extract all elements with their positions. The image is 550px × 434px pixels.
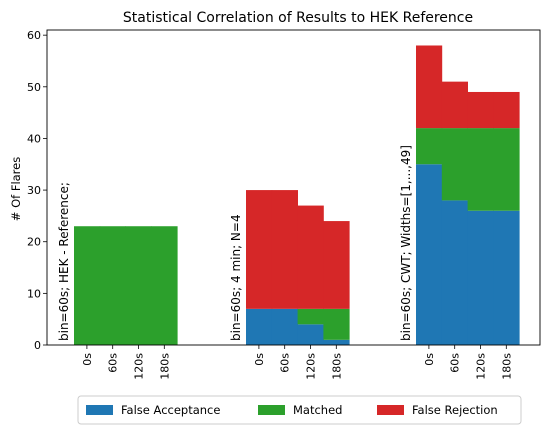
group-label: bin=60s; 4 min; N=4 [229,214,243,341]
bar-segment [416,164,443,345]
x-tick-label: 180s [158,353,171,380]
y-tick-label: 20 [27,236,41,249]
bar-segment [467,210,494,345]
bar-segment [441,128,468,201]
x-tick-label: 180s [330,353,343,380]
y-tick-label: 50 [27,81,41,94]
bar-segment [246,308,273,345]
x-tick-label: 60s [279,353,292,373]
group-label: bin=60s; CWT; Widths=[1,...,49] [399,145,413,341]
legend-swatch [86,405,113,415]
legend-label: Matched [293,403,342,417]
x-tick-label: 180s [500,353,513,380]
x-tick-label: 120s [305,353,318,380]
bar-segment [271,308,298,345]
plot-area: 0s 60s 120s 180s bin=60s; HEK - Reference; 0s… [27,29,541,380]
legend-label: False Acceptance [121,403,220,417]
x-tick-label: 60s [107,353,120,373]
bar-segment [416,45,443,129]
x-tick-label: 0s [81,353,94,366]
y-tick-label: 0 [34,339,41,352]
bar-segment [416,128,443,165]
y-axis-label: # Of Flares [9,157,23,221]
x-tick-label: 0s [253,353,266,366]
bar-segment [125,226,152,345]
bar-segment [297,205,324,309]
bar-segment [441,200,468,345]
x-tick-label: 60s [449,353,462,373]
bar-segment [271,190,298,309]
x-tick-label: 120s [133,353,146,380]
bar-segment [323,308,350,340]
group-label: bin=60s; HEK - Reference; [57,182,71,341]
axes-frame [46,29,541,346]
chart-title: Statistical Correlation of Results to HE… [123,10,473,26]
legend-swatch [377,405,404,415]
bar-segment [323,221,350,309]
bar-segment [246,190,273,309]
bar-segment [297,308,324,325]
legend-box [77,395,522,425]
x-tick-label: 120s [475,353,488,380]
legend: False Acceptance Matched False Rejection [77,395,522,425]
bar-segment [493,91,520,129]
y-tick-label: 10 [27,287,41,300]
bar-segment [441,81,468,129]
x-tick-label: 0s [423,353,436,366]
bar-segment [151,226,178,345]
bar-segment [467,91,494,129]
y-tick-label: 60 [27,29,41,42]
y-tick-label: 40 [27,132,41,145]
bar-segment [467,128,494,211]
bar-segment [297,324,324,345]
bar-segment [74,226,101,345]
y-tick-label: 30 [27,184,41,197]
bar-segment [493,128,520,211]
legend-label: False Rejection [412,403,498,417]
bar-segment [323,339,350,345]
bar-segment [99,226,126,345]
legend-swatch [258,405,285,415]
bar-segment [493,210,520,345]
